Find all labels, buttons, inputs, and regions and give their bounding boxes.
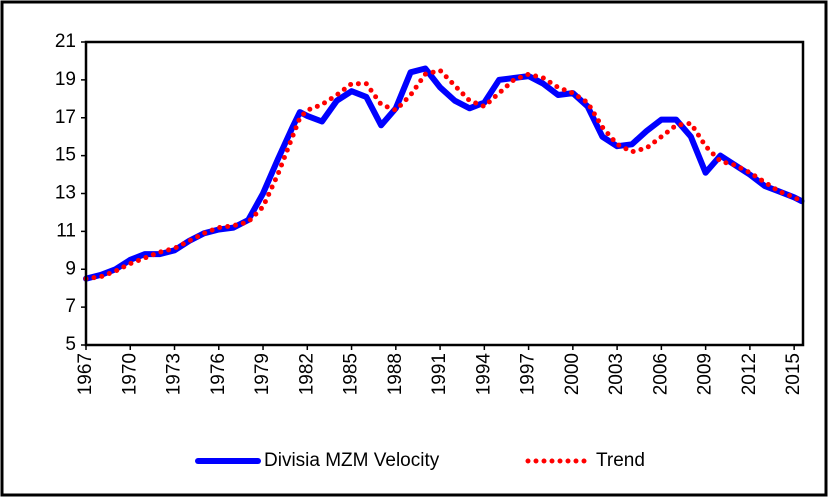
legend-label: Trend (596, 450, 645, 471)
y-tick-label: 9 (65, 258, 76, 279)
x-tick-label: 1976 (208, 353, 229, 395)
y-tick-label: 7 (65, 296, 76, 317)
x-tick-label: 1973 (164, 353, 185, 395)
x-tick-label: 2012 (739, 353, 760, 395)
legend-label: Divisia MZM Velocity (264, 450, 440, 471)
y-tick-label: 19 (55, 69, 76, 90)
x-tick-label: 2000 (562, 353, 583, 395)
x-tick-label: 2015 (783, 353, 804, 395)
y-tick-label: 5 (65, 334, 76, 355)
x-tick-label: 1982 (296, 353, 317, 395)
plot-frame (84, 40, 805, 347)
series-line (83, 65, 805, 282)
series-line (83, 67, 804, 282)
y-tick-label: 15 (55, 145, 76, 166)
x-tick-label: 1979 (252, 353, 273, 395)
x-tick-label: 1967 (75, 353, 96, 395)
x-tick-label: 1997 (518, 353, 539, 395)
x-tick-label: 1994 (473, 353, 494, 396)
x-tick-label: 1985 (341, 353, 362, 395)
x-tick-label: 2003 (606, 353, 627, 395)
y-tick-label: 17 (55, 107, 76, 128)
x-tick-label: 2006 (650, 353, 671, 395)
x-tick-label: 1988 (385, 353, 406, 395)
y-tick-label: 13 (55, 183, 76, 204)
x-tick-label: 1991 (429, 353, 450, 395)
y-tick-label: 11 (56, 220, 76, 241)
x-tick-label: 2009 (695, 353, 716, 395)
y-tick-label: 21 (55, 31, 76, 52)
x-tick-label: 1970 (119, 353, 140, 395)
